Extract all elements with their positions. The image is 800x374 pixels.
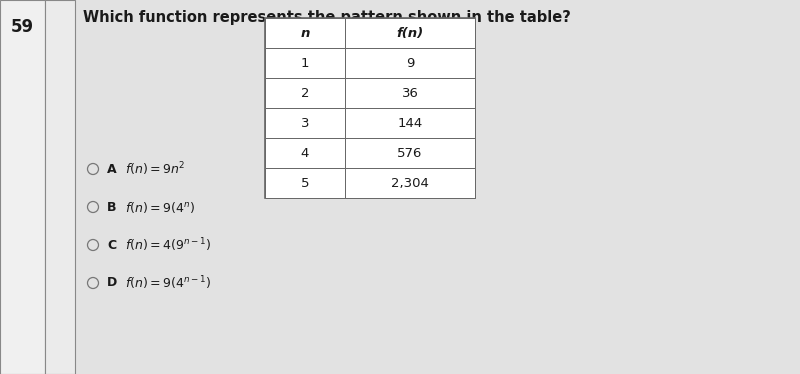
Bar xyxy=(265,18,345,48)
Bar xyxy=(265,48,345,78)
Text: $f(n) = 4(9^{n-1})$: $f(n) = 4(9^{n-1})$ xyxy=(125,236,211,254)
Text: 5: 5 xyxy=(301,177,310,190)
Bar xyxy=(265,108,345,138)
Text: A: A xyxy=(107,162,117,175)
Bar xyxy=(345,108,475,138)
Bar xyxy=(345,138,475,168)
Text: D: D xyxy=(107,276,118,289)
Bar xyxy=(265,168,345,198)
Bar xyxy=(345,18,475,48)
Text: 144: 144 xyxy=(398,116,422,129)
Text: 576: 576 xyxy=(398,147,422,159)
Bar xyxy=(265,18,475,198)
Bar xyxy=(45,0,75,374)
Text: C: C xyxy=(107,239,116,251)
Bar xyxy=(345,48,475,78)
Bar xyxy=(0,0,45,374)
Text: Which function represents the pattern shown in the table?: Which function represents the pattern sh… xyxy=(83,10,571,25)
Bar xyxy=(265,78,345,108)
Text: f(n): f(n) xyxy=(397,27,423,40)
Text: 3: 3 xyxy=(301,116,310,129)
Text: 2: 2 xyxy=(301,86,310,99)
Text: 9: 9 xyxy=(406,56,414,70)
Text: $f(n) = 9(4^n)$: $f(n) = 9(4^n)$ xyxy=(125,199,195,215)
Text: 2,304: 2,304 xyxy=(391,177,429,190)
Text: 36: 36 xyxy=(402,86,418,99)
Text: B: B xyxy=(107,200,117,214)
Text: 4: 4 xyxy=(301,147,309,159)
Text: n: n xyxy=(300,27,310,40)
Text: 59: 59 xyxy=(11,18,34,36)
Bar xyxy=(345,168,475,198)
Text: $f(n) = 9(4^{n-1})$: $f(n) = 9(4^{n-1})$ xyxy=(125,274,211,292)
Bar xyxy=(265,138,345,168)
Bar xyxy=(345,78,475,108)
Text: 1: 1 xyxy=(301,56,310,70)
Text: $f(n) = 9n^2$: $f(n) = 9n^2$ xyxy=(125,160,186,178)
